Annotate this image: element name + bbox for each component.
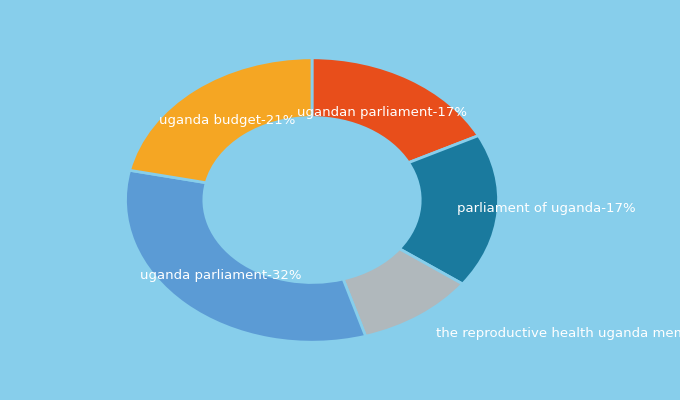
Text: the reproductive health uganda membership constitu-10%: the reproductive health uganda membershi…: [436, 327, 680, 340]
Text: uganda budget-21%: uganda budget-21%: [159, 114, 296, 127]
Text: uganda parliament-32%: uganda parliament-32%: [140, 269, 302, 282]
Wedge shape: [126, 170, 366, 342]
Wedge shape: [343, 249, 462, 336]
Wedge shape: [312, 58, 478, 163]
Text: parliament of uganda-17%: parliament of uganda-17%: [457, 202, 636, 216]
Text: ugandan parliament-17%: ugandan parliament-17%: [297, 106, 467, 119]
Wedge shape: [130, 58, 312, 183]
Wedge shape: [399, 136, 498, 284]
